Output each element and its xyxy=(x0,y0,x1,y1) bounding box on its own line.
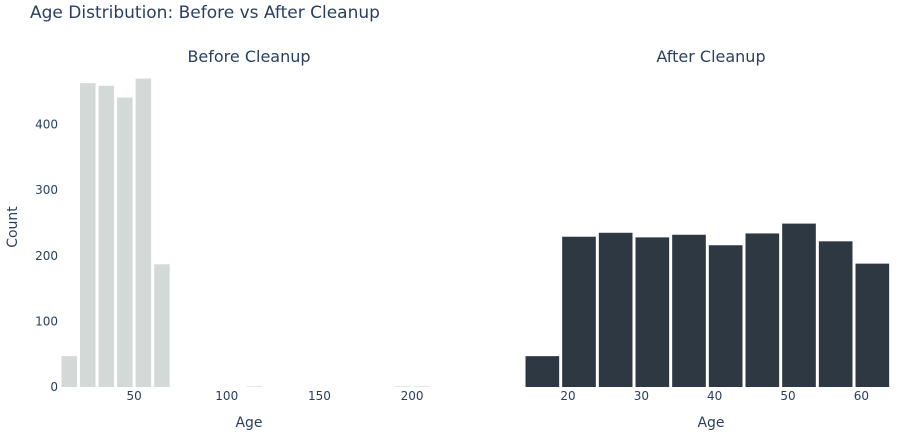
before-bar xyxy=(395,386,411,387)
after-x-ticks: 20 30 40 50 60 xyxy=(560,389,869,403)
chart-title: Age Distribution: Before vs After Cleanu… xyxy=(30,3,380,23)
after-bar xyxy=(635,237,670,387)
before-bar xyxy=(61,356,78,387)
after-bar xyxy=(745,233,780,387)
before-bar xyxy=(413,386,430,387)
before-x-ticks: 50 100 150 200 xyxy=(126,389,423,403)
before-bar xyxy=(80,83,96,387)
before-y-tick-label: 300 xyxy=(35,183,58,197)
y-axis-title: Count xyxy=(5,206,21,248)
before-bar xyxy=(246,386,263,387)
before-bar xyxy=(98,85,115,387)
before-y-ticks: 0 100 200 300 400 xyxy=(35,118,58,395)
after-bar xyxy=(708,245,743,387)
after-subplot-title: After Cleanup xyxy=(656,47,765,66)
after-bar xyxy=(672,234,706,387)
before-x-tick-label: 200 xyxy=(401,389,424,403)
before-x-tick-label: 50 xyxy=(126,389,141,403)
before-cleanup-panel: Before Cleanup 50 100 150 200 0 100 200 300 400… xyxy=(5,47,430,431)
before-y-tick-label: 400 xyxy=(35,118,58,132)
before-y-tick-label: 200 xyxy=(35,249,58,263)
before-x-tick-label: 100 xyxy=(215,389,238,403)
before-y-tick-label: 100 xyxy=(35,314,58,328)
after-bar xyxy=(562,236,596,387)
after-x-tick-label: 50 xyxy=(780,389,795,403)
after-x-tick-label: 40 xyxy=(707,389,722,403)
after-x-tick-label: 60 xyxy=(854,389,869,403)
before-bar xyxy=(135,78,152,387)
after-cleanup-panel: After Cleanup 20 30 40 50 60 Age xyxy=(525,47,890,431)
after-bar xyxy=(782,223,816,387)
after-x-tick-label: 30 xyxy=(634,389,649,403)
after-bar xyxy=(855,263,890,387)
before-y-tick-label: 0 xyxy=(50,380,58,394)
after-bar xyxy=(598,232,633,387)
before-x-axis-title: Age xyxy=(235,415,262,431)
after-bars xyxy=(525,223,890,387)
before-subplot-title: Before Cleanup xyxy=(187,47,310,66)
after-x-axis-title: Age xyxy=(697,415,724,431)
after-bar xyxy=(818,241,853,387)
before-bars xyxy=(61,78,430,387)
before-x-tick-label: 150 xyxy=(308,389,331,403)
before-bar xyxy=(117,97,133,387)
before-bar xyxy=(154,264,170,387)
after-bar xyxy=(525,356,560,387)
after-x-tick-label: 20 xyxy=(560,389,575,403)
